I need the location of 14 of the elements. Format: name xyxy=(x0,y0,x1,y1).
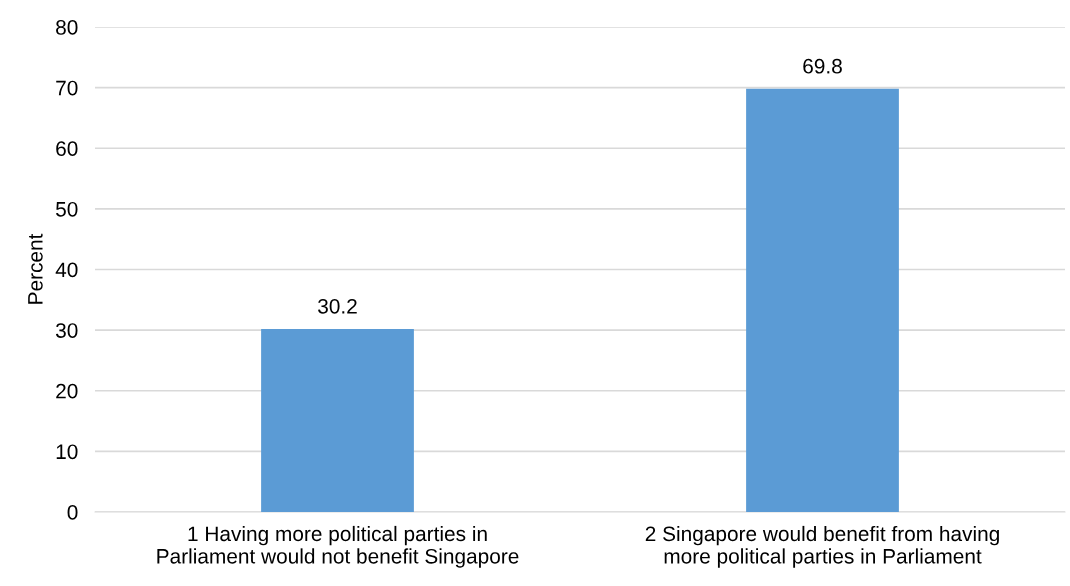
y-tick-label: 10 xyxy=(56,444,78,460)
y-tick-label: 70 xyxy=(56,80,78,96)
data-label: 69.8 xyxy=(803,58,842,74)
y-tick-label: 0 xyxy=(67,505,78,520)
y-tick-label: 30 xyxy=(55,323,78,338)
y-tick-label: 40 xyxy=(55,262,78,278)
y-axis-title: Percent xyxy=(28,233,43,304)
y-tick-label: 50 xyxy=(56,201,78,217)
y-tick-label: 60 xyxy=(56,141,78,156)
x-tick-label: 2 Singapore would benefit from having more political parties in Parliament xyxy=(645,525,999,568)
x-tick-label: 1 Having more political parties in Parliament would not benefit Singapore xyxy=(157,525,519,568)
y-tick-label: 80 xyxy=(56,20,78,35)
y-tick-label: 20 xyxy=(56,383,78,399)
data-label: 30.2 xyxy=(318,298,357,314)
